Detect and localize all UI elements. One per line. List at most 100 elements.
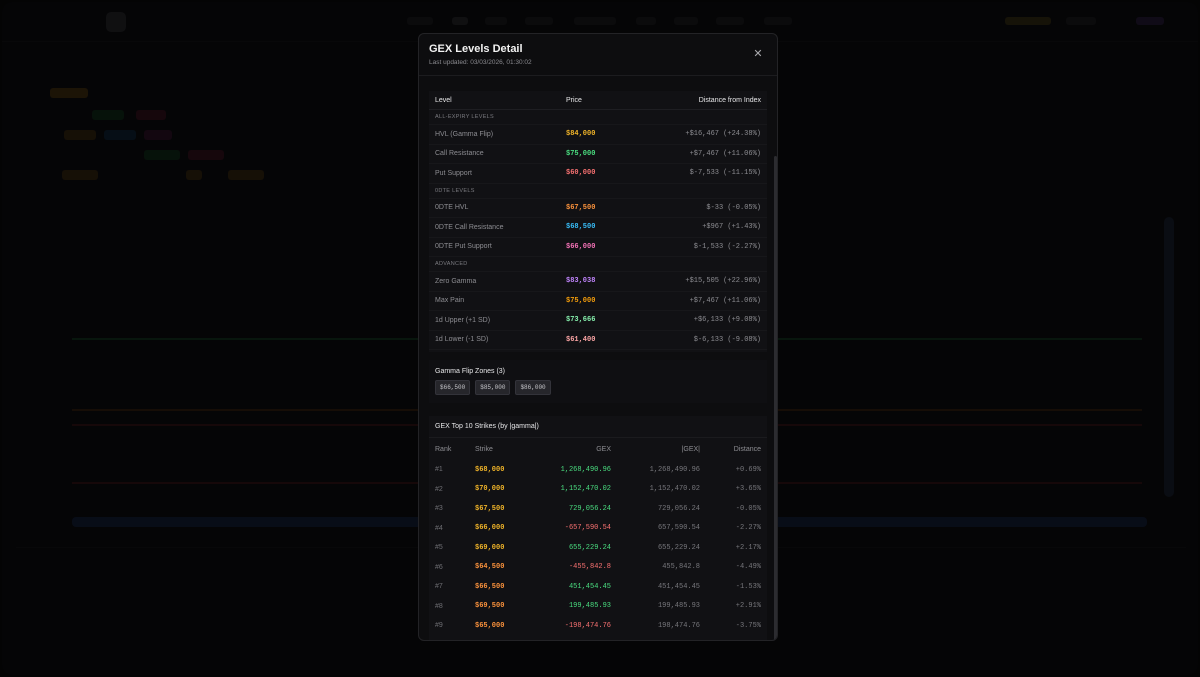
level-row: 1d Upper (+1 SD) $73,666 +$6,133 (+9.08%) bbox=[429, 311, 767, 331]
level-group-label: ADVANCED bbox=[429, 257, 767, 272]
level-row: 0DTE Call Resistance $68,500 +$967 (+1.43%… bbox=[429, 218, 767, 238]
strike-rank: #2 bbox=[435, 485, 443, 493]
level-name: Put Support bbox=[435, 169, 472, 177]
level-price: $83,038 bbox=[566, 277, 596, 286]
strike-distance: -3.75% bbox=[735, 621, 761, 630]
strike-rank: #5 bbox=[435, 544, 443, 552]
top-strikes-header: Rank Strike GEX |GEX| Distance bbox=[429, 438, 767, 460]
level-row: Zero Gamma $83,038 +$15,505 (+22.96%) bbox=[429, 272, 767, 292]
levels-table-body: ALL-EXPIRY LEVELS HVL (Gamma Flip) $84,000… bbox=[429, 110, 767, 350]
strike-rank: #1 bbox=[435, 466, 443, 474]
header-level: Level bbox=[435, 96, 452, 104]
level-distance: $-1,533 (-2.27%) bbox=[693, 242, 761, 251]
level-price: $68,500 bbox=[566, 223, 596, 232]
strike-rank: #4 bbox=[435, 524, 443, 532]
last-updated-text: Last updated: 03/03/2026, 01:30:02 bbox=[429, 59, 532, 66]
strike-row: #10$71,000153,905.3153,905.3+5.13% bbox=[429, 636, 767, 641]
strike-gex: 1,152,470.02 bbox=[560, 485, 611, 494]
strike-row: #4 $66,000 -657,590.54 657,590.54 -2.27% bbox=[429, 519, 767, 539]
strike-abs-gex: 655,229.24 bbox=[657, 543, 700, 552]
level-name: HVL (Gamma Flip) bbox=[435, 130, 494, 138]
strike-rank: #6 bbox=[435, 563, 443, 571]
strike-abs-gex: 1,152,470.02 bbox=[649, 485, 700, 494]
strike-row: #6 $64,500 -455,842.8 455,842.8 -4.49% bbox=[429, 558, 767, 578]
level-distance: +$16,467 (+24.38%) bbox=[685, 130, 761, 139]
strike-distance: -4.49% bbox=[735, 563, 761, 572]
level-name: Call Resistance bbox=[435, 150, 484, 158]
strike-row: #3 $67,500 729,056.24 729,056.24 -0.05% bbox=[429, 499, 767, 519]
strike-price: $70,000 bbox=[475, 485, 505, 494]
strike-rank: #8 bbox=[435, 602, 443, 610]
modal-header: GEX Levels Detail Last updated: 03/03/20… bbox=[419, 34, 777, 76]
level-distance: +$7,467 (+11.06%) bbox=[689, 149, 761, 158]
levels-table: Level Price Distance from Index ALL-EXPI… bbox=[429, 91, 767, 352]
strike-price: $67,500 bbox=[475, 504, 505, 513]
strike-gex: -455,842.8 bbox=[568, 563, 611, 572]
header-gex: GEX bbox=[596, 445, 611, 453]
strike-price: $65,000 bbox=[475, 621, 505, 630]
top-strikes-body: #1 $68,000 1,268,490.96 1,268,490.96 +0.69% #… bbox=[429, 460, 767, 641]
strike-gex: 655,229.24 bbox=[568, 543, 611, 552]
gamma-flip-zone-chip[interactable]: $86,000 bbox=[515, 380, 551, 395]
level-distance: $-7,533 (-11.15%) bbox=[689, 169, 761, 178]
strike-gex: 199,485.93 bbox=[568, 602, 611, 611]
level-distance: +$7,467 (+11.06%) bbox=[689, 296, 761, 305]
level-row: Max Pain $75,000 +$7,467 (+11.06%) bbox=[429, 292, 767, 311]
strike-row: #8 $69,500 199,485.93 199,485.93 +2.91% bbox=[429, 597, 767, 617]
close-icon[interactable]: ✕ bbox=[753, 48, 763, 60]
modal-scrollbar[interactable] bbox=[774, 156, 777, 640]
strike-rank: #3 bbox=[435, 505, 443, 513]
level-distance: $-33 (-0.05%) bbox=[706, 203, 761, 212]
strike-gex: -198,474.76 bbox=[564, 621, 611, 630]
strike-distance: +3.65% bbox=[735, 485, 761, 494]
level-name: 0DTE Put Support bbox=[435, 243, 492, 251]
level-row: 0DTE Put Support $66,000 $-1,533 (-2.27%) bbox=[429, 238, 767, 257]
strike-rank: #9 bbox=[435, 622, 443, 630]
level-name: 1d Lower (-1 SD) bbox=[435, 336, 489, 344]
level-row: Put Support $60,000 $-7,533 (-11.15%) bbox=[429, 164, 767, 184]
level-distance: $-6,133 (-9.08%) bbox=[693, 335, 761, 344]
level-price: $60,000 bbox=[566, 169, 596, 178]
level-group-label: ALL-EXPIRY LEVELS bbox=[429, 110, 767, 125]
gamma-flip-zone-chip[interactable]: $85,000 bbox=[475, 380, 511, 395]
strike-distance: +2.17% bbox=[735, 543, 761, 552]
gamma-flip-chips: $66,500 $85,000 $86,000 bbox=[435, 380, 761, 395]
strike-abs-gex: 1,268,490.96 bbox=[649, 465, 700, 474]
level-name: 0DTE HVL bbox=[435, 204, 469, 212]
modal-title: GEX Levels Detail bbox=[429, 43, 523, 55]
strike-price: $66,500 bbox=[475, 582, 505, 591]
level-price: $73,666 bbox=[566, 316, 596, 325]
strike-distance: +2.91% bbox=[735, 602, 761, 611]
strike-row: #5 $69,000 655,229.24 655,229.24 +2.17% bbox=[429, 538, 767, 558]
level-price: $66,000 bbox=[566, 242, 596, 251]
strike-rank: #7 bbox=[435, 583, 443, 591]
level-price: $84,000 bbox=[566, 130, 596, 139]
header-abs-gex: |GEX| bbox=[681, 445, 700, 453]
strike-row: #7 $66,500 451,454.45 451,454.45 -1.53% bbox=[429, 577, 767, 597]
level-row: 1d Lower (-1 SD) $61,400 $-6,133 (-9.08%) bbox=[429, 331, 767, 350]
strike-abs-gex: 451,454.45 bbox=[657, 582, 700, 591]
strike-row: #2 $70,000 1,152,470.02 1,152,470.02 +3.65% bbox=[429, 480, 767, 500]
header-price: Price bbox=[566, 96, 582, 104]
gamma-flip-zone-chip[interactable]: $66,500 bbox=[435, 380, 471, 395]
strike-row: #9 $65,000 -198,474.76 198,474.76 -3.75% bbox=[429, 616, 767, 636]
strike-price: $66,000 bbox=[475, 524, 505, 533]
modal-body[interactable]: Level Price Distance from Index ALL-EXPI… bbox=[419, 76, 777, 641]
header-distance: Distance from Index bbox=[698, 96, 761, 104]
level-price: $61,400 bbox=[566, 335, 596, 344]
levels-table-header: Level Price Distance from Index bbox=[429, 91, 767, 110]
strike-gex: 729,056.24 bbox=[568, 504, 611, 513]
strike-price: $69,000 bbox=[475, 543, 505, 552]
gex-levels-modal: GEX Levels Detail Last updated: 03/03/20… bbox=[418, 33, 778, 641]
level-name: 1d Upper (+1 SD) bbox=[435, 316, 491, 324]
gamma-flip-title: Gamma Flip Zones (3) bbox=[435, 368, 506, 375]
strike-distance: +0.69% bbox=[735, 465, 761, 474]
level-row: 0DTE HVL $67,500 $-33 (-0.05%) bbox=[429, 199, 767, 218]
strike-price: $69,500 bbox=[475, 602, 505, 611]
strike-abs-gex: 729,056.24 bbox=[657, 504, 700, 513]
strike-distance: -1.53% bbox=[735, 582, 761, 591]
level-price: $67,500 bbox=[566, 203, 596, 212]
level-distance: +$6,133 (+9.08%) bbox=[693, 316, 761, 325]
level-name: 0DTE Call Resistance bbox=[435, 223, 504, 231]
strike-price: $64,500 bbox=[475, 563, 505, 572]
